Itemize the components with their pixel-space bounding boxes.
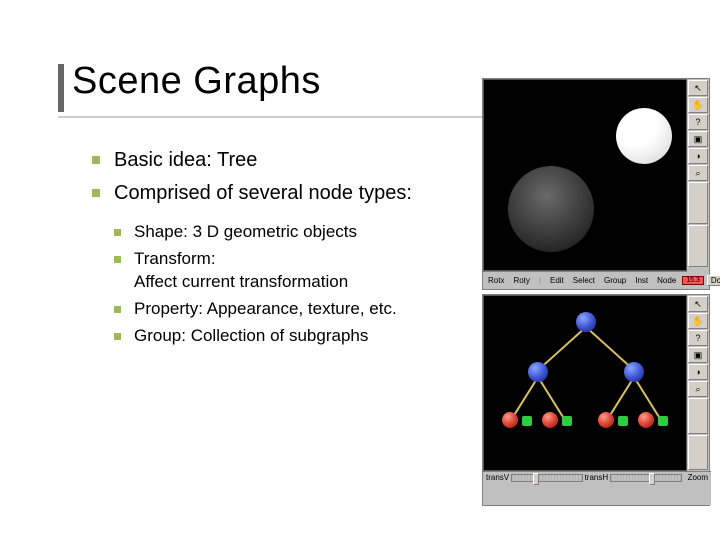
zoom-label[interactable]: Zoom [688,473,708,482]
tool-column: ↖ ✋ ? ▣ ◑ ⌕ [687,79,709,271]
bullet-list-top: Basic idea: Tree Comprised of several no… [92,147,432,207]
slide: Scene Graphs Basic idea: Tree Comprised … [0,0,720,540]
vertical-slider[interactable] [688,435,708,471]
status-strip-top: Rotx Roty | Edit Select Group Inst Node … [483,271,687,289]
dolly-button[interactable]: Dolly [707,275,720,286]
title-accent-bar [58,64,64,112]
hand-icon[interactable]: ✋ [688,97,708,113]
pointer-icon[interactable]: ↖ [688,296,708,312]
text-icon[interactable]: ? [688,330,708,346]
text-column: Basic idea: Tree Comprised of several no… [92,147,432,352]
strip-label[interactable]: Group [601,275,629,286]
list-item: Group: Collection of subgraphs [114,325,432,348]
fill-icon[interactable]: ▣ [688,347,708,363]
viewer-panel-bottom: ↖ ✋ ? ▣ ◑ ⌕ transV transH Zoom [482,294,710,506]
horizontal-slider[interactable] [610,474,681,482]
status-strip-bottom: transV transH Zoom [483,471,711,505]
group-node-icon[interactable] [576,312,596,332]
property-node-icon[interactable] [562,416,572,426]
list-item: Transform: Affect current transformation [114,248,432,294]
viewer-panel-top: ↖ ✋ ? ▣ ◑ ⌕ Rotx Roty | Edit Select Grou… [482,78,710,290]
sphere-grey [508,166,594,252]
shape-node-icon[interactable] [638,412,654,428]
strip-label[interactable]: Node [654,275,679,286]
list-item: Comprised of several node types: [92,180,432,207]
zoom-icon[interactable]: ⌕ [688,165,708,181]
eye-icon[interactable]: ◑ [688,148,708,164]
tool-column: ↖ ✋ ? ▣ ◑ ⌕ [687,295,709,471]
sphere-white [616,108,672,164]
viewport-3d[interactable] [483,79,687,271]
tree-edge [542,326,586,366]
bullet-list-sub: Shape: 3 D geometric objects Transform: … [114,221,432,348]
strip-label[interactable]: Roty [510,275,532,286]
list-item: Property: Appearance, texture, etc. [114,298,432,321]
group-node-icon[interactable] [528,362,548,382]
slider-label: transV [486,473,509,482]
fps-chip: 15.3 [682,276,704,285]
screenshot-column: ↖ ✋ ? ▣ ◑ ⌕ Rotx Roty | Edit Select Grou… [482,78,712,506]
shape-node-icon[interactable] [598,412,614,428]
fill-icon[interactable]: ▣ [688,131,708,147]
tree-edge [585,326,629,366]
tree-edge [608,376,635,418]
slider-label: transH [585,473,609,482]
list-item: Shape: 3 D geometric objects [114,221,432,244]
shape-node-icon[interactable] [542,412,558,428]
zoom-icon[interactable]: ⌕ [688,381,708,397]
property-node-icon[interactable] [522,416,532,426]
strip-label[interactable]: Inst [632,275,651,286]
list-item: Basic idea: Tree [92,147,432,174]
horizontal-slider[interactable] [511,474,582,482]
text-icon[interactable]: ? [688,114,708,130]
strip-label[interactable]: Edit [547,275,567,286]
shape-node-icon[interactable] [502,412,518,428]
vertical-slider[interactable] [688,398,708,434]
eye-icon[interactable]: ◑ [688,364,708,380]
pointer-icon[interactable]: ↖ [688,80,708,96]
property-node-icon[interactable] [618,416,628,426]
group-node-icon[interactable] [624,362,644,382]
strip-label[interactable]: Select [570,275,598,286]
vertical-slider[interactable] [688,182,708,224]
vertical-slider[interactable] [688,225,708,267]
property-node-icon[interactable] [658,416,668,426]
viewport-graph[interactable] [483,295,687,471]
tree-edge [512,376,539,418]
strip-label[interactable]: Rotx [485,275,507,286]
hand-icon[interactable]: ✋ [688,313,708,329]
